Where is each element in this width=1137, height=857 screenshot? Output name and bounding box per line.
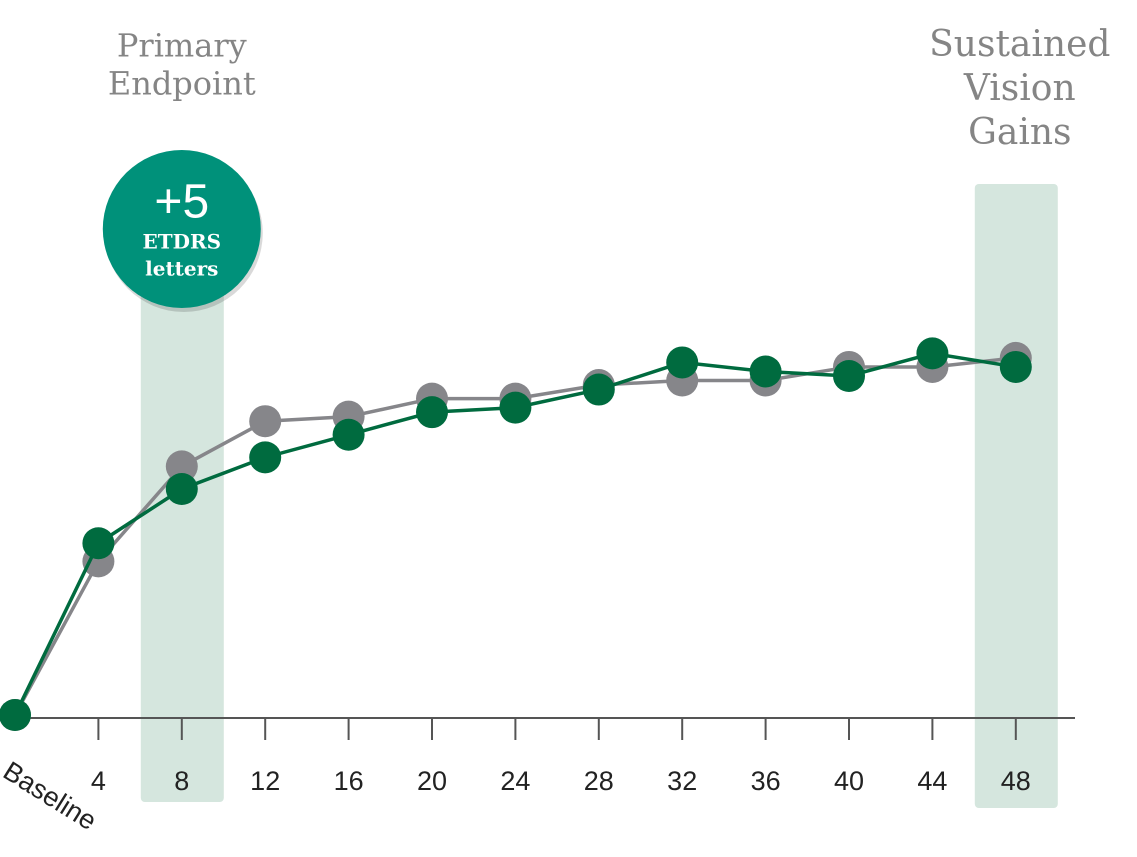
highlight-band [140,290,224,802]
highlight-label: Sustained [929,24,1110,65]
data-point [416,396,448,429]
data-point [82,527,115,560]
data-point [165,450,198,483]
badge-subtext: letters [145,257,218,281]
highlight-label: Primary [117,27,247,65]
data-point [0,699,31,731]
highlight-label: Gains [968,112,1071,153]
data-point [916,337,949,370]
x-tick-label: Baseline [0,756,102,836]
x-tick-label: 24 [500,766,530,796]
data-point [499,391,532,424]
x-tick-label: 16 [334,766,364,796]
x-tick-label: 36 [751,766,781,796]
badge-text: +5 [154,176,209,229]
data-point [999,350,1032,383]
x-tick-label: 28 [584,766,614,796]
data-point [666,346,699,379]
data-point [582,373,615,406]
highlight-band [974,184,1058,808]
badge [102,150,261,308]
data-point [749,355,782,388]
highlight-label: Endpoint [108,65,256,103]
data-point [165,473,198,505]
x-tick-label: 4 [91,766,106,796]
x-tick-label: 12 [250,766,280,796]
data-point [332,418,365,451]
data-point [833,360,865,392]
x-tick-label: 8 [174,766,189,796]
x-tick-label: 48 [1001,766,1031,796]
x-tick-label: 44 [917,766,947,796]
data-point [249,441,282,474]
badge-subtext: ETDRS [143,230,222,254]
highlight-label: Vision [963,68,1076,109]
x-tick-label: 32 [667,766,697,796]
data-point [249,405,282,438]
x-tick-label: 40 [834,766,864,796]
x-tick-label: 20 [417,766,447,796]
